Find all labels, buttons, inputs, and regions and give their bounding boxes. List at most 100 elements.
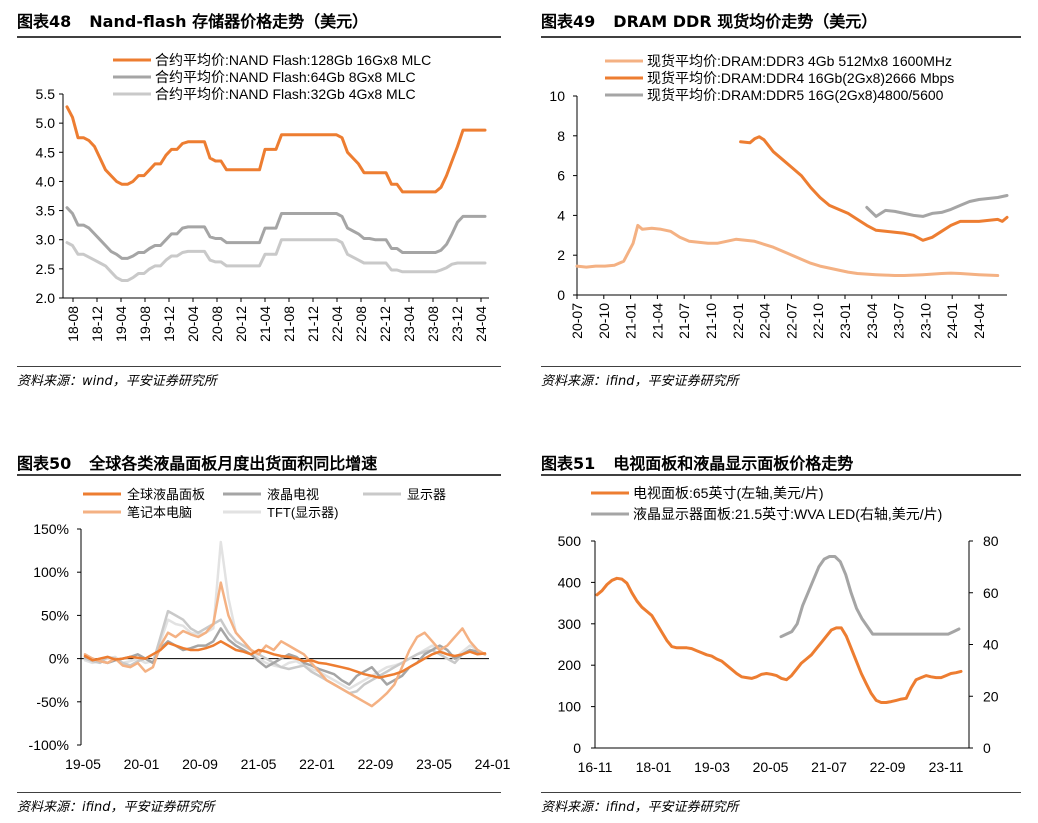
y-tick-label-left: 100 xyxy=(558,699,582,715)
x-tick-label: 20-04 xyxy=(185,306,201,342)
x-tick-label: 24-01 xyxy=(944,303,960,339)
x-tick-label: 22-01 xyxy=(299,756,335,772)
legend-label: 液晶电视 xyxy=(267,487,319,502)
title-rule xyxy=(541,474,1021,476)
legend-label: 液晶显示器面板:21.5英寸:WVA LED(右轴,美元/片) xyxy=(633,506,942,522)
x-tick-label: 22-07 xyxy=(783,303,799,339)
legend-label: 全球液晶面板 xyxy=(127,487,205,502)
x-tick-label: 21-10 xyxy=(703,303,719,339)
y-tick-label-right: 60 xyxy=(983,585,999,601)
y-tick-label: 0% xyxy=(49,651,69,667)
y-tick-label: 2.0 xyxy=(36,290,56,306)
panel-title: 图表49 DRAM DDR 现货均价走势（美元） xyxy=(541,8,877,32)
legend-label: 合约平均价:NAND Flash:64Gb 8Gx8 MLC xyxy=(155,69,416,85)
x-tick-label: 22-04 xyxy=(757,303,773,339)
series-line xyxy=(575,223,1000,277)
x-tick-label: 21-08 xyxy=(281,306,297,342)
panel-title: 图表51 电视面板和液晶显示面板价格走势 xyxy=(541,450,853,474)
panel-panel-prices: 图表51 电视面板和液晶显示面板价格走势 0 100 200 300 400 500 0 20 4… xyxy=(541,450,1021,822)
chart-panel-prices: 0 100 200 300 400 500 0 20 40 60 80 16-11 18-01 19-03… xyxy=(558,485,999,775)
legend-label: 合约平均价:NAND Flash:32Gb 4Gx8 MLC xyxy=(155,86,416,102)
x-tick-label: 16-11 xyxy=(578,759,613,775)
figure-number: 图表49 xyxy=(541,12,596,31)
y-tick-label-right: 80 xyxy=(983,533,999,549)
series-line xyxy=(83,581,487,708)
figure-title: 全球各类液晶面板月度出货面积同比增速 xyxy=(89,454,378,473)
source-note: 资料来源：wind，平安证券研究所 xyxy=(17,374,217,389)
y-tick-label: 2.5 xyxy=(36,261,56,277)
series-line xyxy=(865,194,1009,218)
x-tick-label: 20-10 xyxy=(596,303,612,339)
x-tick-label: 23-10 xyxy=(917,303,933,339)
y-tick-label: -50% xyxy=(36,694,69,710)
x-tick-label: 22-01 xyxy=(730,303,746,339)
figure-title: Nand-flash 存储器价格走势（美元） xyxy=(89,12,369,31)
x-tick-label: 22-09 xyxy=(870,759,906,775)
x-tick-label: 24-01 xyxy=(475,756,511,772)
series-line xyxy=(65,206,487,260)
x-tick-label: 23-04 xyxy=(401,306,417,342)
series-line xyxy=(65,105,487,194)
y-tick-label-left: 200 xyxy=(558,657,582,673)
x-tick-label: 18-08 xyxy=(65,306,81,342)
series-line xyxy=(83,640,487,679)
y-tick-label: 4.0 xyxy=(36,173,56,189)
x-tick-label: 22-12 xyxy=(377,306,393,342)
series-line xyxy=(83,609,487,695)
y-tick-label: 2 xyxy=(557,247,565,263)
x-tick-label: 20-07 xyxy=(569,303,585,339)
x-tick-label: 18-12 xyxy=(89,306,105,342)
figure-title: 电视面板和液晶显示面板价格走势 xyxy=(613,454,854,473)
x-tick-label: 22-08 xyxy=(353,306,369,342)
legend-label: 现货平均价:DRAM:DDR3 4Gb 512Mx8 1600MHz xyxy=(647,53,952,69)
x-tick-label: 19-04 xyxy=(113,306,129,342)
chart-lcd-shipments: -100% -50% 0% 50% 100% 150% 19-05 20-01 20-09 21-… xyxy=(29,487,511,772)
x-tick-label: 24-04 xyxy=(473,306,489,342)
figure-title: DRAM DDR 现货均价走势（美元） xyxy=(613,12,878,31)
chart-nand-flash: 2.0 2.5 3.0 3.5 4.0 4.5 5.0 5.5 18-08 18-12 19-04 1… xyxy=(36,52,489,342)
chart-dram-ddr: 0 2 4 6 8 10 20-07 20-10 21-01 21-04 21-07 21-10 22-… xyxy=(549,53,1009,339)
x-tick-label: 23-01 xyxy=(837,303,853,339)
x-tick-label: 21-05 xyxy=(241,756,277,772)
legend-label: 现货平均价:DRAM:DDR4 16Gb(2Gx8)2666 Mbps xyxy=(647,70,954,86)
y-tick-label: 6 xyxy=(557,168,565,184)
x-tick-label: 19-08 xyxy=(137,306,153,342)
x-tick-label: 19-03 xyxy=(694,759,730,775)
x-tick-label: 23-11 xyxy=(929,759,964,775)
source-rule xyxy=(17,366,501,367)
x-tick-label: 23-05 xyxy=(416,756,452,772)
x-tick-label: 21-07 xyxy=(676,303,692,339)
x-tick-label: 21-07 xyxy=(811,759,847,775)
x-tick-label: 22-09 xyxy=(358,756,394,772)
x-tick-label: 22-10 xyxy=(810,303,826,339)
y-tick-label-right: 20 xyxy=(983,688,999,704)
y-tick-label: 4.5 xyxy=(36,144,56,160)
x-tick-label: 22-04 xyxy=(329,306,345,342)
x-tick-label: 20-12 xyxy=(233,306,249,342)
y-tick-label: 50% xyxy=(41,607,69,623)
y-tick-label-right: 40 xyxy=(983,637,999,653)
panel-dram-ddr: 图表49 DRAM DDR 现货均价走势（美元） 0 2 4 6 8 10 20-07 20-1… xyxy=(541,8,1021,400)
x-tick-label: 21-12 xyxy=(305,306,321,342)
x-tick-label: 20-09 xyxy=(182,756,218,772)
x-tick-label: 21-01 xyxy=(623,303,639,339)
x-tick-label: 20-01 xyxy=(124,756,160,772)
source-note: 资料来源：ifind，平安证券研究所 xyxy=(17,800,215,815)
panel-title: 图表50 全球各类液晶面板月度出货面积同比增速 xyxy=(17,450,377,474)
legend-label: 显示器 xyxy=(407,487,446,502)
x-tick-label: 23-04 xyxy=(864,303,880,339)
series-line xyxy=(83,540,487,691)
legend-label: 现货平均价:DRAM:DDR5 16G(2Gx8)4800/5600 xyxy=(647,87,944,103)
y-tick-label-right: 0 xyxy=(983,740,991,756)
panel-title: 图表48 Nand-flash 存储器价格走势（美元） xyxy=(17,8,368,32)
panel-lcd-shipments: 图表50 全球各类液晶面板月度出货面积同比增速 -100% -50% 0% 50% 100… xyxy=(17,450,511,822)
y-tick-label: -100% xyxy=(29,737,69,753)
y-tick-label: 150% xyxy=(33,521,69,537)
x-tick-label: 18-01 xyxy=(636,759,672,775)
x-tick-label: 23-07 xyxy=(891,303,907,339)
source-rule xyxy=(17,792,501,793)
y-tick-label: 3.0 xyxy=(36,232,56,248)
series-line xyxy=(595,576,963,704)
series-line xyxy=(779,555,961,639)
x-tick-label: 21-04 xyxy=(649,303,665,339)
